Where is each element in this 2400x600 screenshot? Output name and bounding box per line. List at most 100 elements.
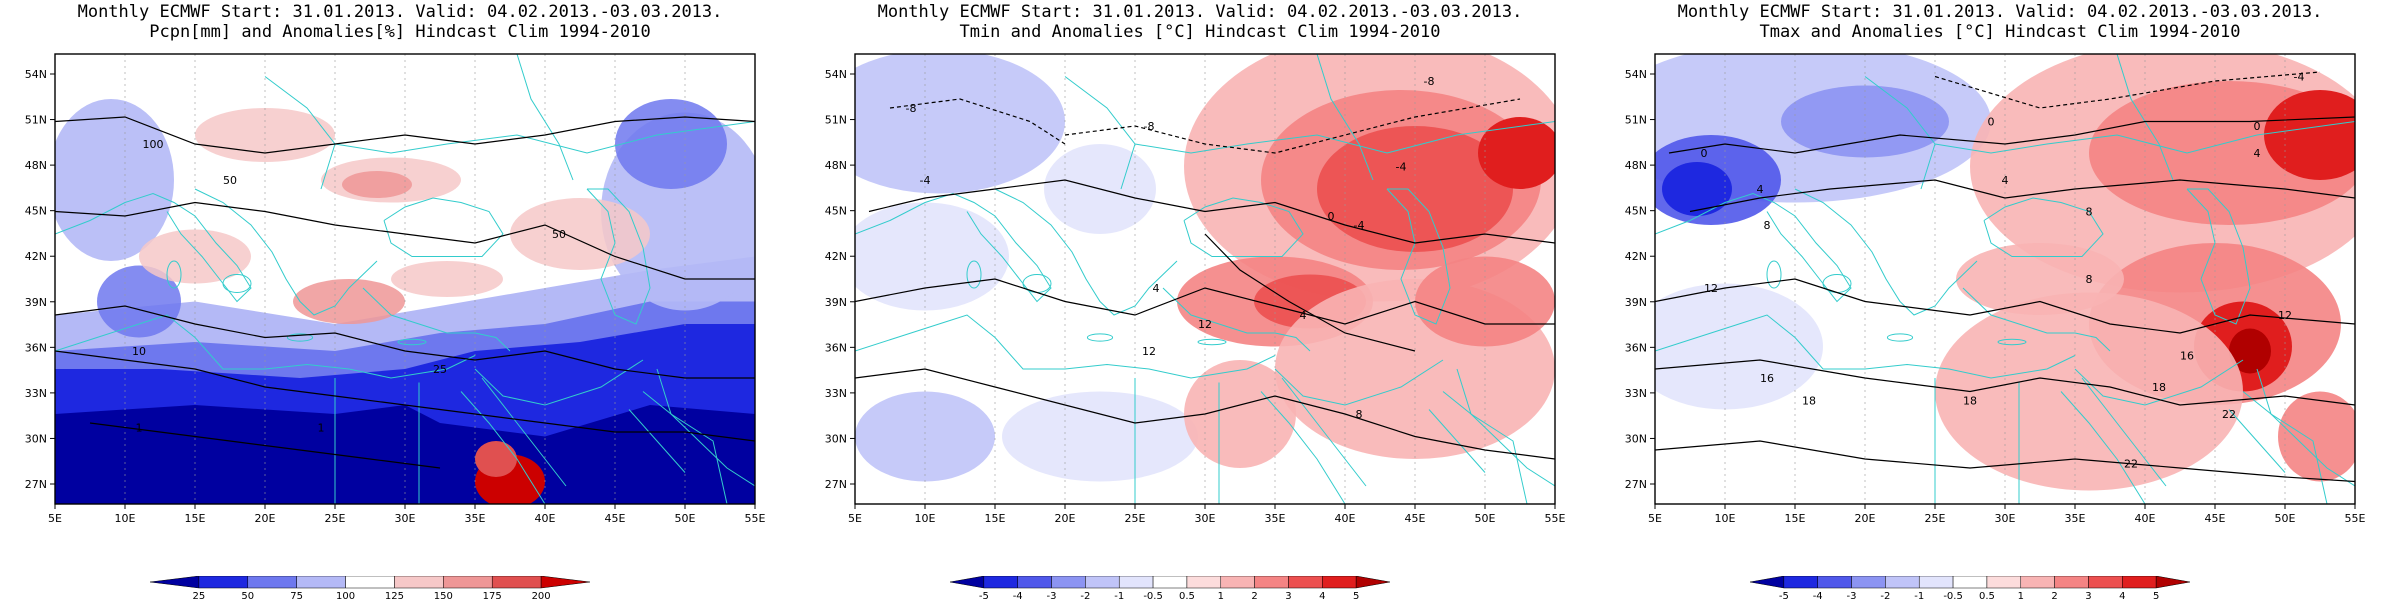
island-outline xyxy=(166,260,182,289)
contour-label: 4 xyxy=(2254,147,2261,160)
anomaly-blob xyxy=(475,441,517,477)
anomaly-blob xyxy=(342,171,412,198)
colorbar-segment xyxy=(2088,576,2123,589)
contour-label: 12 xyxy=(1704,282,1718,295)
contour-label: 100 xyxy=(143,138,164,151)
lon-label: 5E xyxy=(1648,512,1662,525)
contour-label: 4 xyxy=(1300,309,1307,322)
contour-label: 25 xyxy=(433,363,447,376)
contour-line xyxy=(55,201,755,280)
lon-label: 10E xyxy=(915,512,936,525)
lon-label: 20E xyxy=(255,512,276,525)
lat-label: 30N xyxy=(25,432,47,445)
colorbar-segment xyxy=(1322,576,1357,589)
coastline xyxy=(194,188,378,316)
lat-label: 36N xyxy=(825,341,847,354)
colorbar-label: -2 xyxy=(1880,591,1890,600)
colorbar-segment xyxy=(296,576,346,589)
lat-label: 45N xyxy=(1625,205,1647,218)
contour-label: -8 xyxy=(1144,120,1155,133)
colorbar-segment xyxy=(1254,576,1289,589)
lat-label: 54N xyxy=(825,68,847,81)
colorbar-label: 4 xyxy=(1319,591,1325,600)
colorbar-segment xyxy=(149,576,200,589)
lat-label: 33N xyxy=(25,387,47,400)
contour-line-negative xyxy=(1064,98,1521,154)
tmin-map: -8 -8 -8 -4 -4 -4 0 4 4 8 12 12 54N 51N 48N 45N 42N 39N 36… xyxy=(825,53,1566,525)
colorbar-segment xyxy=(247,576,297,589)
lat-label: 27N xyxy=(1625,478,1647,491)
coastline xyxy=(362,287,511,352)
coastline xyxy=(1864,76,1936,190)
contour-label: 8 xyxy=(1764,219,1771,232)
coastline xyxy=(1260,391,1346,504)
colorbar-segment xyxy=(2020,576,2055,589)
lat-label: 54N xyxy=(25,68,47,81)
anomaly-blob xyxy=(195,108,335,162)
lon-label: 20E xyxy=(1855,512,1876,525)
lat-label: 42N xyxy=(825,250,847,263)
lat-label: 33N xyxy=(1625,387,1647,400)
lat-label: 30N xyxy=(825,432,847,445)
lon-label: 50E xyxy=(1475,512,1496,525)
coastline xyxy=(628,409,686,473)
lon-label: 25E xyxy=(1125,512,1146,525)
coastline xyxy=(1183,197,1304,257)
coastline xyxy=(1442,391,1555,487)
anomaly-blob xyxy=(2278,391,2355,482)
lon-label: 30E xyxy=(395,512,416,525)
contour-label: -8 xyxy=(1424,75,1435,88)
lon-label: 40E xyxy=(2135,512,2156,525)
colorbar-segment xyxy=(1186,576,1222,589)
island-outline xyxy=(1886,333,1914,342)
lat-label: 36N xyxy=(1625,341,1647,354)
map-field: -8 -8 -8 -4 -4 -4 0 4 4 8 12 12 xyxy=(855,54,1555,504)
colorbar-label: 4 xyxy=(2119,591,2125,600)
panel-title-line2: Tmin and Anomalies [°C] Hindcast Clim 19… xyxy=(959,22,1441,42)
contour-label: -4 xyxy=(920,174,931,187)
lon-label: 55E xyxy=(1545,512,1566,525)
lat-label: 51N xyxy=(1625,114,1647,127)
lat-label: 39N xyxy=(1625,296,1647,309)
coastline xyxy=(642,391,755,487)
colorbar-segment xyxy=(2122,576,2157,589)
lat-label: 54N xyxy=(1625,68,1647,81)
contour-line-negative xyxy=(889,98,1066,145)
colorbar-label: -0.5 xyxy=(1143,591,1163,600)
coastline xyxy=(855,192,1052,303)
coastline xyxy=(516,54,574,181)
colorbar-segment xyxy=(1017,576,1052,589)
island-outline xyxy=(222,274,252,293)
island-outline xyxy=(286,333,314,342)
contour-line xyxy=(1689,179,2355,213)
coastline xyxy=(1655,192,1852,303)
coastline xyxy=(264,76,336,190)
contour-label: 8 xyxy=(1356,408,1363,421)
coastline xyxy=(1274,359,1444,406)
lon-label: 5E xyxy=(848,512,862,525)
anomaly-blob xyxy=(97,265,181,338)
coastline xyxy=(2081,377,2167,487)
colorbar-segment xyxy=(394,576,444,589)
colorbar-label: -2 xyxy=(1080,591,1090,600)
coastline xyxy=(1983,197,2104,257)
colorbar-segment xyxy=(949,576,985,589)
anomaly-blob xyxy=(2264,90,2355,180)
lat-label: 39N xyxy=(825,296,847,309)
lon-label: 50E xyxy=(2275,512,2296,525)
contour-line xyxy=(868,179,1555,244)
lon-label: 20E xyxy=(1055,512,1076,525)
island-outline xyxy=(1197,338,1227,346)
anomaly-blob xyxy=(855,391,995,482)
lon-label: 10E xyxy=(115,512,136,525)
coastline xyxy=(481,377,567,487)
coastline xyxy=(656,368,728,504)
contour-line xyxy=(89,422,441,469)
contour-line-negative xyxy=(1934,71,2321,109)
anomaly-blob xyxy=(1317,126,1513,252)
contour-line xyxy=(1655,278,2355,334)
colorbar-segment xyxy=(443,576,493,589)
lon-label: 45E xyxy=(605,512,626,525)
lat-label: 39N xyxy=(25,296,47,309)
coastline xyxy=(383,197,504,257)
